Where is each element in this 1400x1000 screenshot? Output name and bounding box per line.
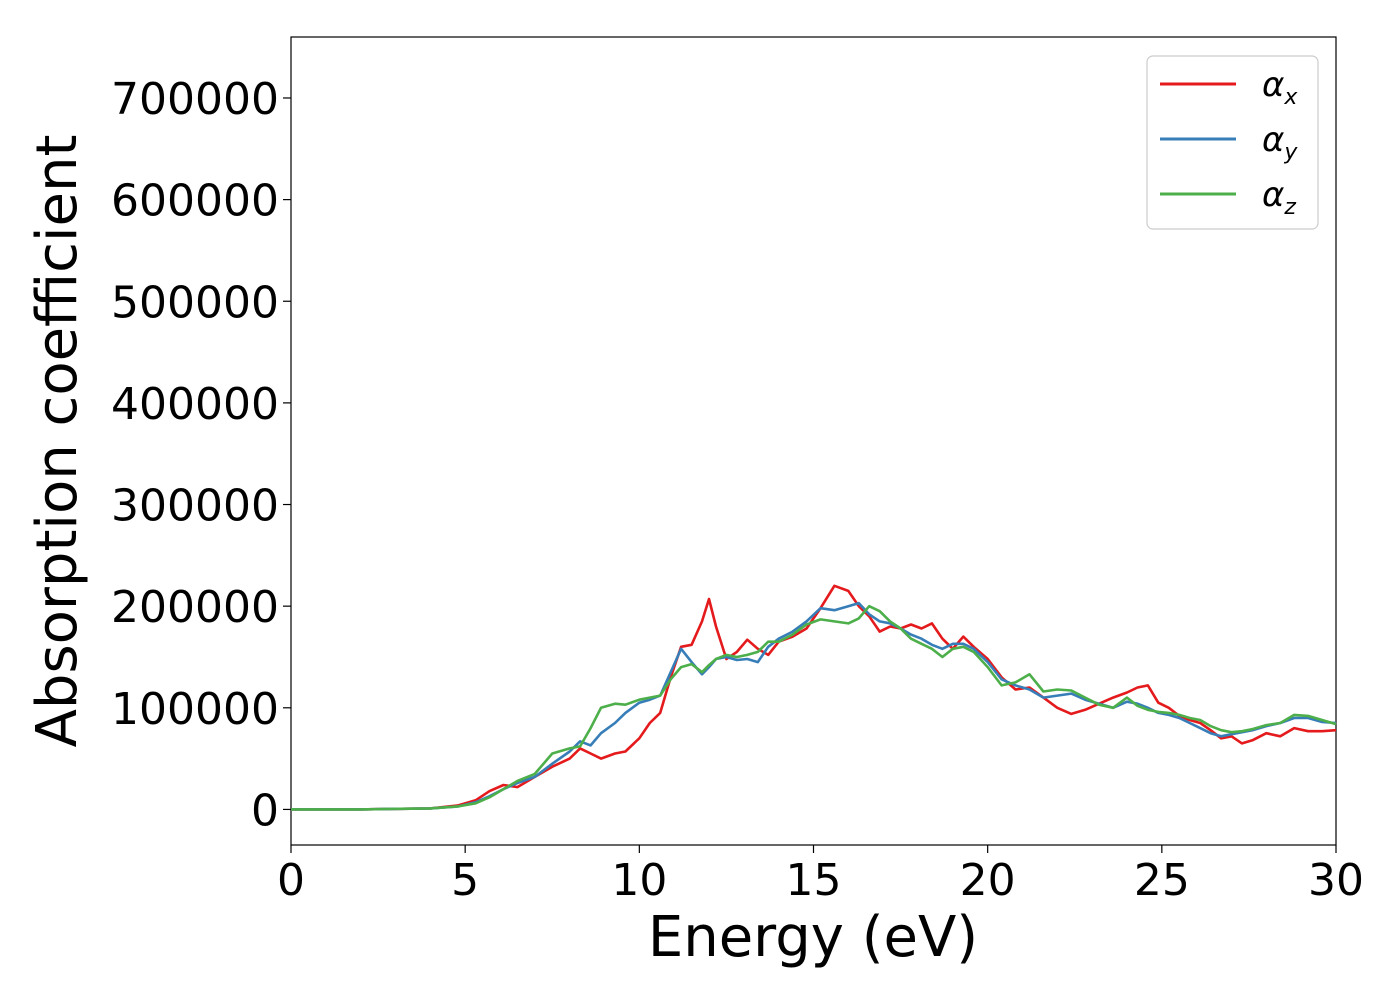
x-axis-label: Energy (eV)	[648, 905, 978, 970]
x-tick-label: 25	[1134, 855, 1190, 906]
legend-frame	[1146, 55, 1319, 230]
legend-label-z: αz	[1262, 175, 1296, 220]
y-tick-label: 700000	[111, 74, 279, 125]
x-tick-label: 15	[786, 855, 842, 906]
x-tick-label: 0	[277, 855, 305, 906]
series-line-z	[291, 604, 1337, 811]
legend: αx αy αz	[1146, 55, 1319, 230]
y-axis-label: Absorption coefficient	[25, 135, 90, 748]
legend-label-x: αx	[1262, 65, 1298, 110]
series-layer	[291, 584, 1337, 811]
y-tick-label: 200000	[111, 582, 279, 633]
x-axis-ticks: 0 5 10 15 20 25 30	[277, 845, 1364, 906]
x-tick-label: 30	[1308, 855, 1364, 906]
legend-items: αx αy αz	[1160, 65, 1298, 220]
y-tick-label: 600000	[111, 176, 279, 227]
y-tick-label: 0	[251, 785, 279, 836]
y-tick-label: 100000	[111, 684, 279, 735]
x-tick-label: 10	[611, 855, 667, 906]
series-line-y	[291, 601, 1337, 811]
y-axis-ticks: 0 100000 200000 300000 400000 500000 600000 700…	[111, 74, 291, 836]
y-tick-label: 300000	[111, 481, 279, 532]
y-tick-label: 400000	[111, 379, 279, 430]
y-tick-label: 500000	[111, 277, 279, 328]
x-tick-label: 5	[451, 855, 479, 906]
x-tick-label: 20	[960, 855, 1016, 906]
legend-label-y: αy	[1262, 120, 1298, 165]
